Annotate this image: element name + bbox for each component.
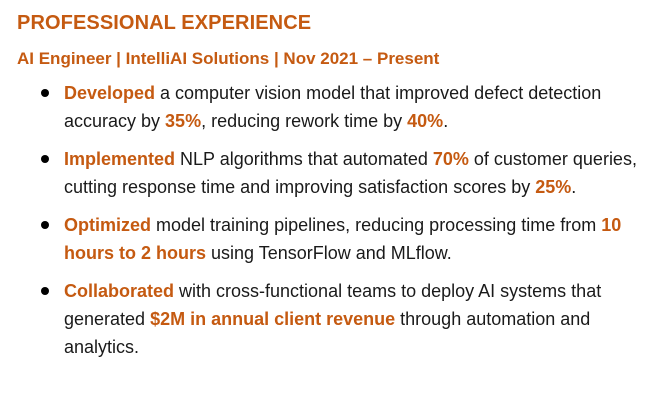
achievement-segment: . [571, 177, 577, 197]
achievement-segment: Developed [64, 83, 156, 103]
achievement-list: Developed a computer vision model that i… [17, 79, 657, 361]
achievement-item: Developed a computer vision model that i… [17, 79, 657, 135]
achievement-segment: model training pipelines, reducing proce… [151, 215, 602, 235]
achievement-item: Collaborated with cross-functional teams… [17, 277, 657, 361]
achievement-text: Developed a computer vision model that i… [64, 83, 601, 131]
achievement-item: Optimized model training pipelines, redu… [17, 211, 657, 267]
achievement-segment: Implemented [64, 149, 176, 169]
achievement-segment: 40% [407, 111, 444, 131]
achievement-segment: $2M in annual client revenue [150, 309, 396, 329]
achievement-segment: 25% [535, 177, 572, 197]
achievement-segment: 35% [165, 111, 202, 131]
achievement-text: Implemented NLP algorithms that automate… [64, 149, 637, 197]
achievement-segment: with cross-functional teams to deploy AI… [64, 281, 602, 329]
achievement-segment: 70% [432, 149, 469, 169]
experience-section: PROFESSIONAL EXPERIENCE AI Engineer | In… [17, 8, 657, 371]
achievement-item: Implemented NLP algorithms that automate… [17, 145, 657, 201]
achievement-segment: , reducing rework time by [201, 111, 408, 131]
bullet-icon [41, 287, 49, 295]
achievement-text: Collaborated with cross-functional teams… [64, 281, 601, 357]
achievement-segment: a computer vision model that improved de… [64, 83, 602, 131]
achievement-segment: Optimized [64, 215, 152, 235]
section-title: PROFESSIONAL EXPERIENCE [17, 12, 312, 34]
achievement-segment: Collaborated [64, 281, 175, 301]
job-header: AI Engineer | IntelliAI Solutions | Nov … [17, 49, 440, 68]
achievement-segment: using TensorFlow and MLflow. [206, 243, 452, 263]
bullet-icon [41, 221, 49, 229]
achievement-segment: of customer queries, cutting response ti… [64, 149, 637, 197]
achievement-segment: 10 hours to 2 hours [64, 215, 622, 263]
bullet-icon [41, 89, 49, 97]
achievement-segment: through automation and analytics. [64, 309, 591, 357]
achievement-segment: NLP algorithms that automated [175, 149, 433, 169]
achievement-segment: . [443, 111, 449, 131]
achievement-text: Optimized model training pipelines, redu… [64, 215, 621, 263]
bullet-icon [41, 155, 49, 163]
